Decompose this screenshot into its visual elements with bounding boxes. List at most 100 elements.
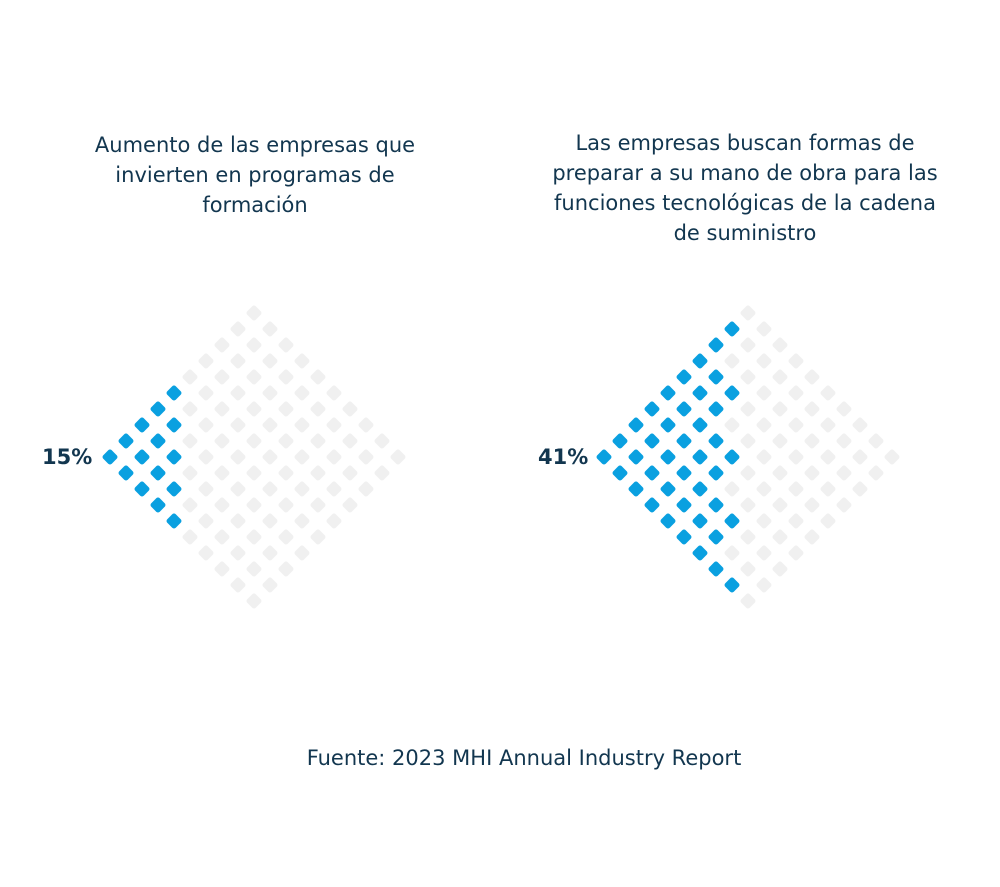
waffle-cell-filled [596, 449, 612, 465]
waffle-cell-empty [182, 529, 198, 545]
waffle-cell-empty [294, 385, 310, 401]
waffle-cell-filled [660, 481, 676, 497]
waffle-cell-empty [310, 369, 326, 385]
waffle-cell-filled [166, 449, 182, 465]
waffle-cell-empty [182, 465, 198, 481]
waffle-cell-empty [836, 497, 852, 513]
waffle-cell-empty [804, 401, 820, 417]
waffle-cell-empty [342, 465, 358, 481]
waffle-cell-empty [724, 481, 740, 497]
waffle-cell-empty [756, 417, 772, 433]
waffle-cell-empty [278, 529, 294, 545]
waffle-cell-empty [342, 401, 358, 417]
waffle-cell-empty [820, 417, 836, 433]
waffle-cell-empty [198, 449, 214, 465]
waffle-cell-empty [246, 593, 262, 609]
waffle-cell-empty [804, 529, 820, 545]
waffle-cell-empty [756, 449, 772, 465]
source-note: Fuente: 2023 MHI Annual Industry Report [306, 746, 742, 770]
waffle-cell-filled [660, 385, 676, 401]
waffle-cell-filled [692, 385, 708, 401]
waffle-cell-empty [756, 353, 772, 369]
chart-2-value-label: 41% [538, 445, 589, 469]
waffle-cell-filled [166, 481, 182, 497]
waffle-cell-empty [198, 545, 214, 561]
waffle-cell-filled [708, 497, 724, 513]
waffle-cell-empty [214, 369, 230, 385]
waffle-cell-empty [756, 481, 772, 497]
waffle-cell-empty [262, 481, 278, 497]
waffle-cell-empty [326, 481, 342, 497]
waffle-cell-empty [804, 465, 820, 481]
waffle-cell-empty [214, 465, 230, 481]
waffle-cell-empty [310, 529, 326, 545]
waffle-cell-empty [820, 513, 836, 529]
waffle-cell-empty [342, 497, 358, 513]
waffle-cell-empty [182, 401, 198, 417]
waffle-cell-filled [676, 497, 692, 513]
waffle-cell-empty [788, 449, 804, 465]
waffle-cell-empty [182, 497, 198, 513]
waffle-cell-empty [868, 465, 884, 481]
waffle-cell-empty [198, 417, 214, 433]
waffle-cell-empty [310, 401, 326, 417]
waffle-cell-filled [134, 417, 150, 433]
waffle-cell-empty [740, 433, 756, 449]
waffle-cell-empty [804, 369, 820, 385]
waffle-cell-filled [166, 513, 182, 529]
waffle-cell-empty [214, 337, 230, 353]
waffle-cell-filled [644, 497, 660, 513]
waffle-cell-empty [278, 401, 294, 417]
waffle-cell-empty [724, 417, 740, 433]
waffle-cell-empty [756, 321, 772, 337]
waffle-cell-empty [836, 401, 852, 417]
waffle-cell-empty [230, 577, 246, 593]
waffle-cell-empty [262, 513, 278, 529]
waffle-cell-empty [310, 465, 326, 481]
waffle-cell-filled [708, 369, 724, 385]
waffle-cell-filled [692, 481, 708, 497]
waffle-cell-empty [230, 449, 246, 465]
waffle-cell-filled [166, 385, 182, 401]
waffle-cell-filled [692, 353, 708, 369]
waffle-cell-empty [374, 465, 390, 481]
waffle-cell-empty [740, 497, 756, 513]
waffle-cell-filled [628, 481, 644, 497]
waffle-cell-filled [628, 417, 644, 433]
waffle-cell-empty [214, 497, 230, 513]
waffle-cell-empty [230, 321, 246, 337]
waffle-cell-empty [214, 401, 230, 417]
waffle-cell-empty [294, 353, 310, 369]
waffle-cell-filled [660, 449, 676, 465]
waffle-cell-empty [230, 353, 246, 369]
waffle-cell-filled [134, 449, 150, 465]
waffle-cell-filled [118, 433, 134, 449]
waffle-cell-filled [612, 433, 628, 449]
waffle-cell-empty [278, 465, 294, 481]
waffle-cell-filled [692, 513, 708, 529]
waffle-cell-filled [692, 449, 708, 465]
waffle-cell-filled [676, 401, 692, 417]
waffle-cell-empty [804, 497, 820, 513]
waffle-cell-empty [772, 465, 788, 481]
waffle-cell-empty [740, 465, 756, 481]
waffle-cell-filled [150, 465, 166, 481]
waffle-cell-empty [230, 385, 246, 401]
waffle-cell-empty [390, 449, 406, 465]
waffle-cell-filled [150, 497, 166, 513]
waffle-cell-empty [358, 449, 374, 465]
waffle-cell-empty [246, 401, 262, 417]
waffle-cell-filled [676, 369, 692, 385]
waffle-cell-filled [708, 401, 724, 417]
waffle-cell-empty [230, 417, 246, 433]
waffle-cell-empty [294, 545, 310, 561]
waffle-cell-filled [692, 545, 708, 561]
waffle-cell-empty [772, 369, 788, 385]
chart-1-title: Aumento de las empresas que invierten en… [94, 133, 416, 217]
waffle-cell-empty [820, 449, 836, 465]
waffle-cell-empty [230, 481, 246, 497]
waffle-cell-empty [358, 481, 374, 497]
waffle-cell-empty [740, 337, 756, 353]
waffle-cell-filled [166, 417, 182, 433]
